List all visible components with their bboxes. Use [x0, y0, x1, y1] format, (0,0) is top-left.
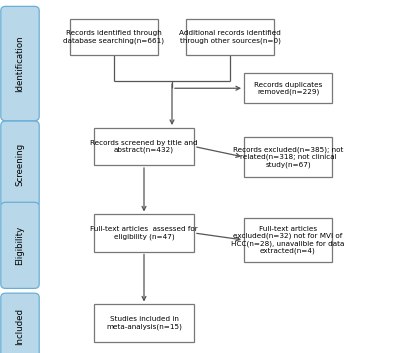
Text: Full-text articles  assessed for
eligibility (n=47): Full-text articles assessed for eligibil… [90, 226, 198, 240]
Text: Eligibility: Eligibility [16, 226, 24, 265]
Text: Records screened by title and
abstract(n=432): Records screened by title and abstract(n… [90, 140, 198, 153]
FancyBboxPatch shape [244, 218, 332, 262]
Text: Identification: Identification [16, 35, 24, 92]
Text: Records duplicates
removed(n=229): Records duplicates removed(n=229) [254, 82, 322, 95]
FancyBboxPatch shape [94, 304, 194, 342]
FancyBboxPatch shape [1, 121, 39, 207]
FancyBboxPatch shape [1, 293, 39, 353]
FancyBboxPatch shape [94, 128, 194, 165]
Text: Additional records identified
through other sources(n=0): Additional records identified through ot… [179, 30, 281, 44]
Text: Records excluded(n=385); not
related(n=318; not clinical
study(n=67): Records excluded(n=385); not related(n=3… [233, 146, 343, 168]
FancyBboxPatch shape [186, 19, 274, 55]
Text: Records identified through
database searching(n=661): Records identified through database sear… [64, 30, 164, 44]
FancyBboxPatch shape [94, 214, 194, 251]
FancyBboxPatch shape [70, 19, 158, 55]
Text: Screening: Screening [16, 143, 24, 186]
Text: Included: Included [16, 308, 24, 345]
FancyBboxPatch shape [1, 202, 39, 288]
Text: Studies included in
meta-analysis(n=15): Studies included in meta-analysis(n=15) [106, 316, 182, 330]
Text: Full-text articles
excluded(n=32) not for MVI of
HCC(n=28), unavalible for data
: Full-text articles excluded(n=32) not fo… [231, 226, 345, 254]
FancyBboxPatch shape [244, 137, 332, 177]
FancyBboxPatch shape [244, 73, 332, 103]
FancyBboxPatch shape [1, 6, 39, 121]
